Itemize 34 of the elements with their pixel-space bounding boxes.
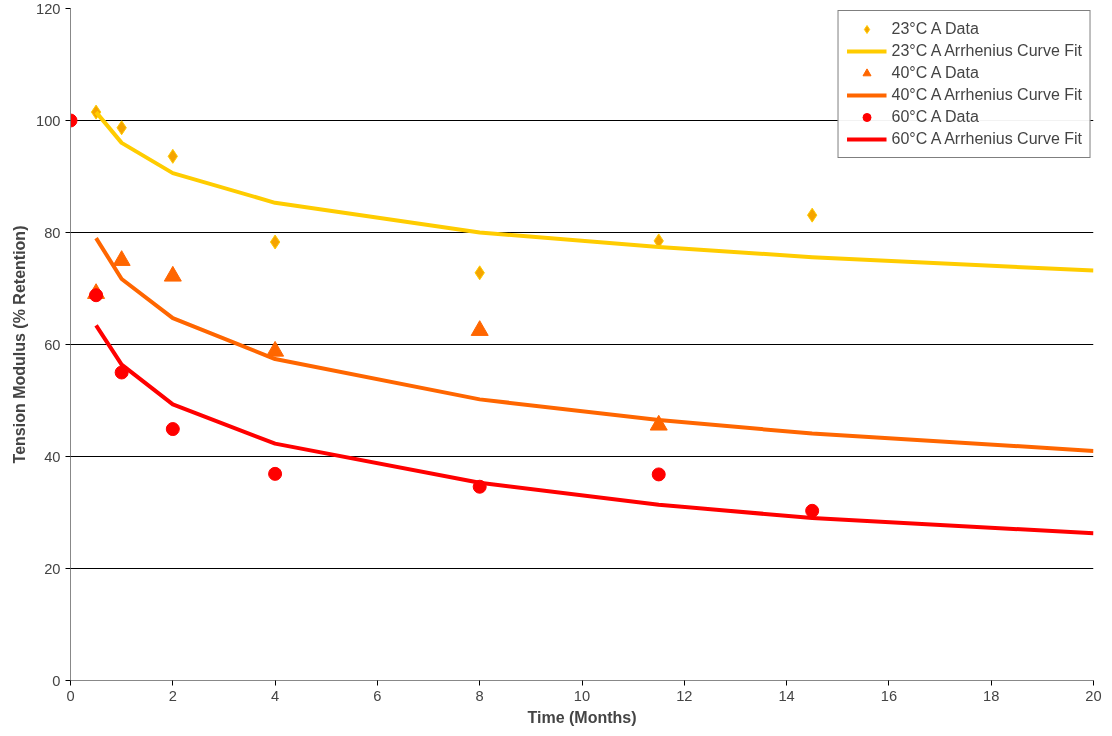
legend-label: 60°C A Arrhenius Curve Fit [891, 130, 1082, 148]
point [651, 467, 666, 482]
x-tick-label: 18 [983, 687, 1000, 704]
x-tick-label: 6 [373, 687, 382, 704]
point [805, 503, 820, 518]
y-tick-label: 40 [44, 448, 61, 465]
x-tick-label: 12 [676, 687, 693, 704]
point [268, 466, 283, 481]
line-series [94, 323, 1094, 536]
legend-label: 40°C A Data [891, 64, 979, 82]
x-tick-label: 8 [475, 687, 484, 704]
y-tick-label: 0 [52, 672, 61, 689]
x-tick-label: 14 [778, 687, 795, 704]
legend-label: 23°C A Arrhenius Curve Fit [891, 42, 1082, 60]
y-tick-label: 60 [44, 336, 61, 353]
y-tick-label: 20 [44, 560, 61, 577]
y-tick-label: 100 [36, 112, 61, 129]
x-axis-title: Time (Months) [527, 708, 637, 726]
y-axis-title: Tension Modulus (% Retention) [11, 225, 29, 464]
y-tick-label: 120 [36, 0, 61, 17]
legend-label: 23°C A Data [891, 20, 979, 38]
point [89, 288, 104, 303]
x-tick-label: 20 [1085, 687, 1102, 704]
point [165, 422, 180, 437]
legend-label: 60°C A Data [891, 108, 979, 126]
x-tick-label: 4 [271, 687, 280, 704]
y-tick-label: 80 [44, 224, 61, 241]
x-tick-label: 16 [880, 687, 898, 704]
x-tick-label: 10 [573, 687, 591, 704]
legend-label: 40°C A Arrhenius Curve Fit [891, 86, 1082, 104]
point [269, 234, 281, 250]
x-tick-label: 0 [66, 687, 75, 704]
x-tick-label: 2 [168, 687, 177, 704]
line-series [94, 236, 1094, 453]
